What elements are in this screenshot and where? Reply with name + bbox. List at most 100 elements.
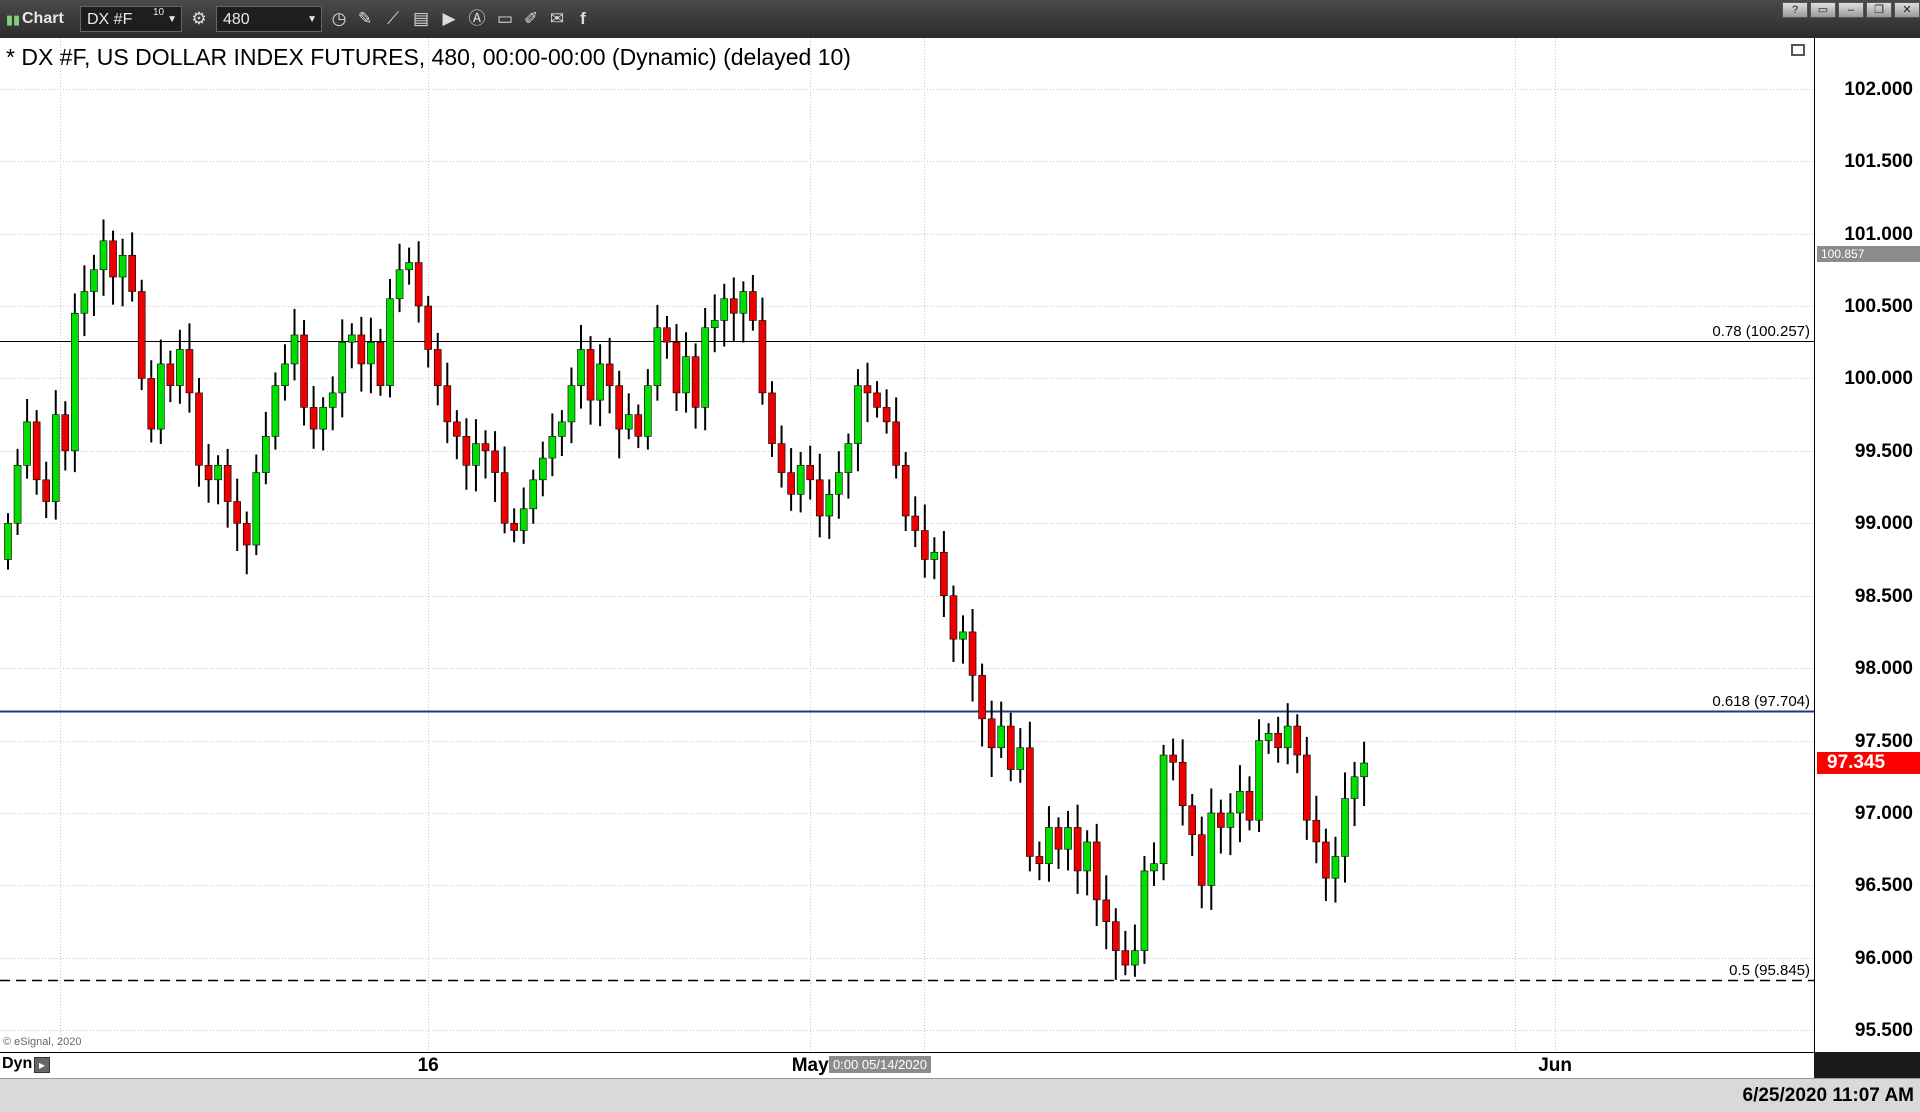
- candle-body: [1016, 747, 1025, 770]
- candle-body: [863, 385, 872, 394]
- candle-body: [873, 392, 881, 408]
- candle-body: [672, 341, 681, 394]
- candle-body: [338, 341, 347, 394]
- timestamp: 6/25/2020 11:07 AM: [1742, 1085, 1914, 1106]
- candle-body: [472, 443, 480, 466]
- candle-body: [930, 551, 939, 560]
- price-tick-label: 98.500: [1854, 585, 1913, 607]
- symbol-dropdown-icon[interactable]: ▼: [167, 14, 177, 25]
- candle-body: [42, 479, 51, 502]
- dynamic-label: Dyn: [2, 1055, 33, 1072]
- candle-body: [1350, 776, 1359, 799]
- candle-body: [1159, 754, 1168, 864]
- pencil-icon[interactable]: ✎: [357, 9, 373, 28]
- candle-body: [157, 363, 165, 430]
- candle-body: [61, 414, 70, 452]
- candle-body: [1150, 863, 1158, 872]
- close-icon[interactable]: ✕: [1894, 2, 1920, 18]
- candle-body: [166, 363, 175, 386]
- price-tick-label: 100.500: [1844, 295, 1913, 317]
- candle-body: [558, 421, 566, 437]
- candle-body: [443, 385, 452, 423]
- candle-body: [901, 465, 910, 517]
- candle-body: [328, 392, 337, 408]
- candle-body: [729, 298, 738, 314]
- draw-icon[interactable]: ✐: [523, 9, 539, 28]
- panel-maximize-icon[interactable]: [1791, 44, 1805, 56]
- interval-input[interactable]: 480 ▼: [216, 6, 322, 32]
- price-tick-label: 99.000: [1854, 513, 1913, 535]
- indicator-icon[interactable]: ▤: [412, 9, 430, 28]
- candle-body: [624, 414, 633, 430]
- last-price-tag: 97.345: [1817, 752, 1920, 774]
- candle-body: [1102, 899, 1111, 922]
- candle-body: [147, 378, 156, 430]
- maximize-icon[interactable]: ❐: [1866, 2, 1892, 18]
- fib-level-label: 0.78 (100.257): [1712, 322, 1810, 340]
- candle-body: [252, 472, 261, 546]
- candle-body: [367, 341, 375, 365]
- candle-body: [596, 363, 604, 401]
- time-axis[interactable]: 0:00 05/14/2020 Dyn▸16MayJun16: [0, 1052, 1814, 1078]
- interval-dropdown-icon[interactable]: ▼: [307, 14, 317, 25]
- candle-body: [1341, 798, 1349, 857]
- candle-body: [835, 472, 843, 495]
- candle-body: [653, 327, 662, 386]
- candle-body: [223, 465, 232, 502]
- candle-body: [1006, 725, 1015, 770]
- chart-app-label[interactable]: Chart: [22, 10, 64, 27]
- candle-body: [1083, 841, 1091, 872]
- candle-body: [815, 479, 824, 517]
- help-icon[interactable]: ?: [1782, 2, 1808, 18]
- restore-icon[interactable]: ▭: [1810, 2, 1836, 18]
- candle-body: [357, 334, 366, 365]
- candle-body: [1283, 725, 1292, 749]
- text-tool-icon[interactable]: Ⓐ: [468, 9, 486, 28]
- candle-body: [940, 551, 948, 597]
- candle-body: [137, 291, 146, 379]
- chart-app-icon[interactable]: ▮▮: [5, 12, 21, 27]
- candle-body: [1217, 812, 1225, 828]
- candle-body: [32, 421, 41, 481]
- candle-body: [386, 298, 394, 386]
- candle-body: [911, 515, 920, 531]
- copyright-label: © eSignal, 2020: [3, 1036, 82, 1048]
- candle-body: [1197, 834, 1206, 886]
- candle-body: [204, 465, 213, 481]
- candle-body: [529, 479, 538, 510]
- candle-body: [720, 298, 729, 321]
- candle-body: [405, 262, 413, 271]
- candle-body: [128, 254, 136, 292]
- gear-icon[interactable]: ⚙: [191, 9, 207, 28]
- candle-body: [1064, 827, 1072, 850]
- price-tick-label: 98.000: [1854, 658, 1913, 680]
- candle-body: [691, 356, 700, 408]
- minimize-icon[interactable]: –: [1838, 2, 1864, 18]
- candle-body: [1236, 790, 1244, 814]
- price-axis[interactable]: 102.000 101.500 101.000 100.500 100.000 99.50…: [1814, 38, 1920, 1052]
- line-tool-icon[interactable]: ⟋: [387, 9, 399, 28]
- candle-body: [395, 269, 404, 300]
- fib-level-label: 0.618 (97.704): [1712, 692, 1810, 710]
- facebook-icon[interactable]: f: [580, 9, 586, 28]
- candle-body: [185, 349, 194, 394]
- candle-body: [1054, 827, 1063, 850]
- candle-body: [242, 522, 251, 546]
- comment-icon[interactable]: ▭: [496, 9, 514, 28]
- chart-plot-area[interactable]: * DX #F, US DOLLAR INDEX FUTURES, 480, 0…: [0, 38, 1814, 1052]
- candle-body: [414, 262, 423, 307]
- candle-body: [1121, 950, 1130, 966]
- candle-body: [13, 465, 22, 524]
- candle-body: [634, 414, 643, 437]
- twitter-icon[interactable]: ✉: [549, 9, 565, 28]
- clock-icon[interactable]: ◷: [331, 9, 347, 28]
- candle-body: [644, 385, 652, 437]
- reference-price-tag: 100.857: [1817, 246, 1920, 263]
- symbol-input[interactable]: DX #F 10 ▼: [80, 6, 182, 32]
- candle-body: [567, 385, 576, 423]
- play-icon[interactable]: ▶: [442, 9, 456, 28]
- candle-body: [500, 472, 509, 524]
- candle-body: [195, 392, 203, 466]
- candle-body: [1207, 812, 1216, 886]
- dynamic-toggle-icon[interactable]: ▸: [34, 1057, 50, 1073]
